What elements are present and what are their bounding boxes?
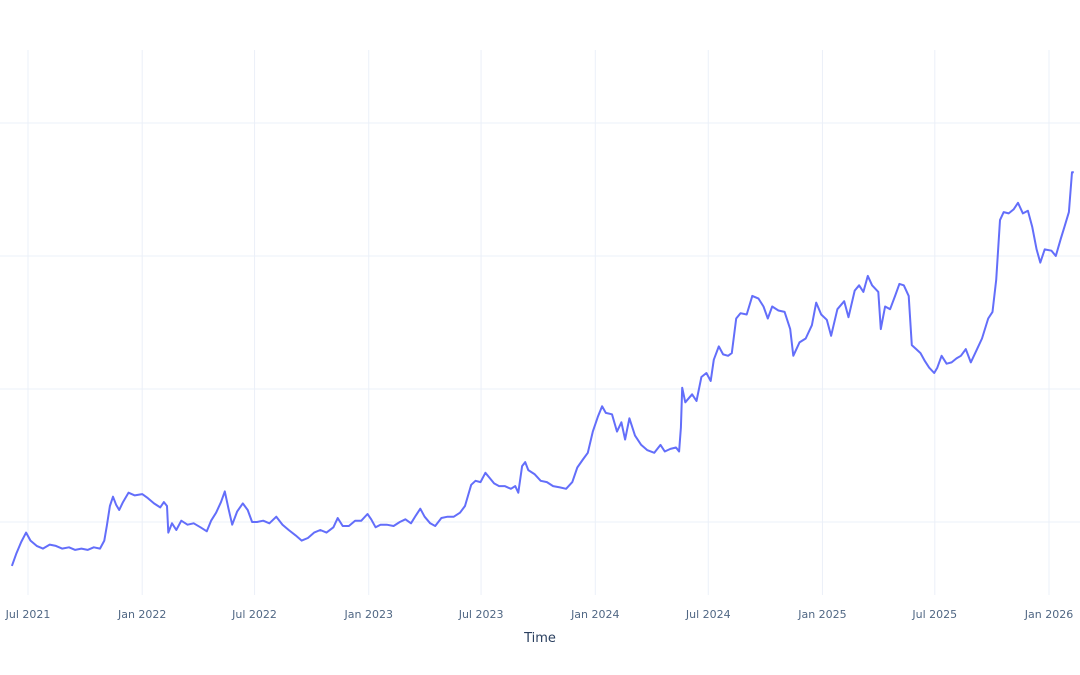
x-tick-label: Jul 2025 [911,608,957,621]
x-tick-label: Jul 2024 [685,608,731,621]
x-tick-label: Jul 2021 [5,608,51,621]
x-tick-label: Jan 2024 [570,608,619,621]
plot-background [0,50,1080,595]
x-tick-label: Jul 2022 [231,608,277,621]
x-tick-label: Jan 2022 [117,608,166,621]
x-axis-title: Time [523,631,556,646]
x-tick-label: Jan 2025 [797,608,846,621]
series-line[interactable] [10,171,1074,567]
x-axis-tick-labels: Jul 2021 Jan 2022 Jul 2022 Jan 2023 Jul 2023… [5,608,1074,621]
vertical-gridlines [27,50,1050,595]
x-tick-label: Jan 2026 [1024,608,1073,621]
x-tick-label: Jul 2023 [458,608,504,621]
x-tick-label: Jan 2023 [344,608,393,621]
